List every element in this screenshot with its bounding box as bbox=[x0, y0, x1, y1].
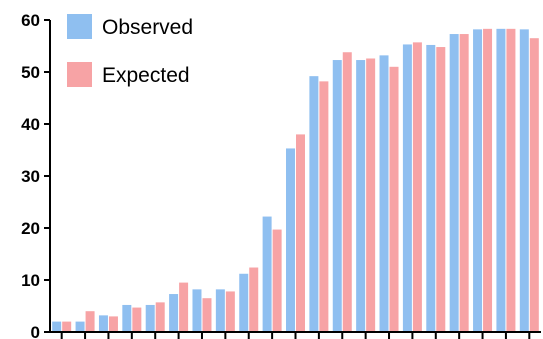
bar-observed-17 bbox=[426, 44, 436, 333]
bar-expected-15 bbox=[389, 66, 399, 333]
bar-expected-20 bbox=[506, 28, 516, 333]
bar-observed-3 bbox=[98, 315, 108, 332]
bar-observed-11 bbox=[286, 148, 295, 332]
y-tick-label: 50 bbox=[21, 63, 40, 82]
bar-observed-13 bbox=[332, 60, 342, 332]
bar-expected-4 bbox=[132, 307, 142, 332]
bar-observed-12 bbox=[309, 76, 319, 332]
bar-expected-14 bbox=[366, 58, 376, 332]
bar-observed-15 bbox=[379, 55, 389, 333]
bar-observed-16 bbox=[402, 44, 412, 332]
y-tick-label: 30 bbox=[21, 167, 40, 186]
bar-observed-9 bbox=[239, 273, 249, 332]
bar-expected-13 bbox=[342, 52, 352, 333]
bar-expected-11 bbox=[296, 134, 305, 332]
bar-observed-20 bbox=[496, 28, 506, 333]
bar-expected-5 bbox=[155, 302, 165, 332]
legend-swatch-expected bbox=[67, 62, 92, 87]
legend-label-expected: Expected bbox=[102, 64, 190, 87]
y-axis-ticks: 0 10 20 30 40 50 60 bbox=[21, 11, 50, 339]
bar-observed-2 bbox=[75, 321, 85, 332]
bar-expected-21 bbox=[529, 38, 539, 332]
y-tick-label: 0 bbox=[31, 323, 40, 339]
bar-observed-10 bbox=[262, 216, 272, 332]
bar-observed-7 bbox=[192, 289, 202, 332]
bar-observed-4 bbox=[122, 304, 132, 332]
bar-expected-9 bbox=[249, 267, 259, 332]
y-tick-label: 20 bbox=[21, 219, 40, 238]
bar-observed-18 bbox=[449, 34, 459, 332]
bar-expected-18 bbox=[459, 34, 469, 332]
bar-expected-6 bbox=[179, 282, 189, 332]
bar-expected-2 bbox=[85, 311, 95, 332]
bar-expected-19 bbox=[483, 28, 493, 333]
y-tick-label: 40 bbox=[21, 115, 40, 134]
bar-expected-12 bbox=[319, 81, 329, 332]
bar-observed-6 bbox=[169, 294, 179, 332]
bar-observed-19 bbox=[473, 29, 483, 333]
bar-observed-21 bbox=[519, 29, 529, 333]
legend-swatch-observed bbox=[67, 14, 92, 39]
bar-expected-16 bbox=[412, 42, 422, 333]
x-axis-ticks bbox=[60, 332, 531, 339]
bar-observed-14 bbox=[356, 60, 366, 332]
bar-expected-1 bbox=[62, 321, 72, 332]
y-tick-label: 10 bbox=[21, 271, 40, 290]
legend: Observed Expected bbox=[67, 14, 193, 87]
bar-expected-17 bbox=[436, 47, 446, 332]
bar-expected-3 bbox=[108, 316, 118, 332]
bars bbox=[52, 28, 539, 333]
legend-label-observed: Observed bbox=[102, 16, 193, 39]
bar-observed-5 bbox=[145, 304, 155, 332]
bar-expected-8 bbox=[225, 291, 235, 332]
bar-observed-8 bbox=[215, 289, 225, 332]
bar-expected-7 bbox=[202, 298, 212, 332]
bar-observed-1 bbox=[52, 321, 62, 332]
bar-expected-10 bbox=[272, 229, 282, 332]
y-tick-label: 60 bbox=[21, 11, 40, 30]
